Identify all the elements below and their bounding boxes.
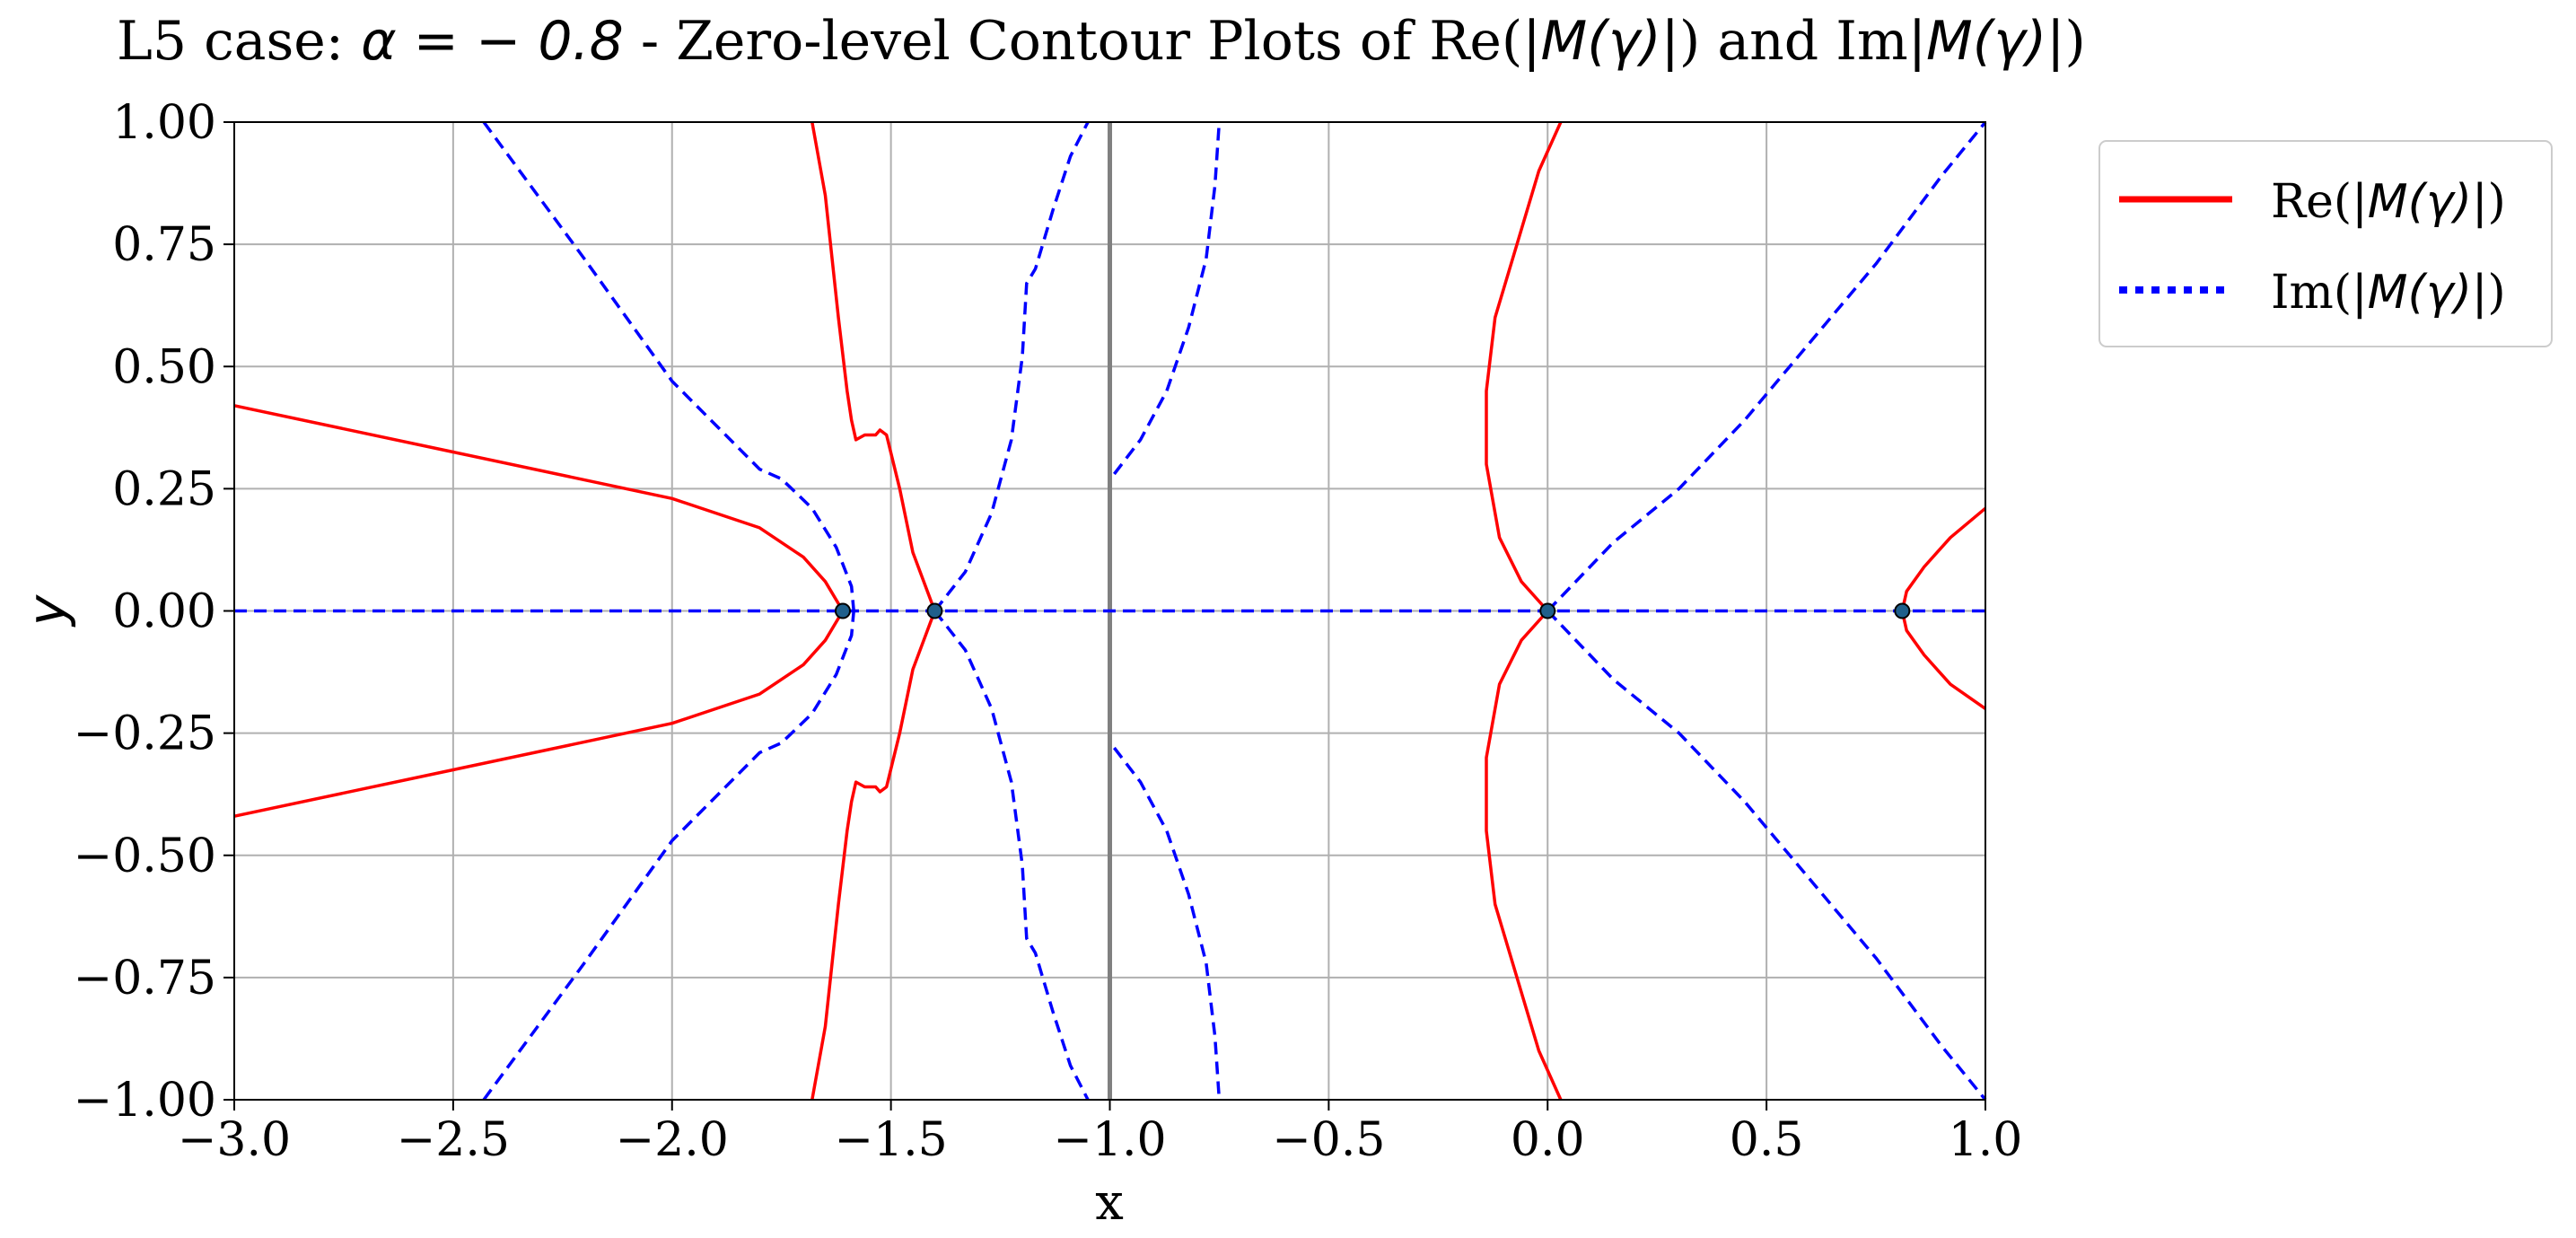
y-tick-label: 1.00	[112, 96, 216, 150]
y-tick-label: −1.00	[74, 1074, 216, 1128]
re-contour-line	[1485, 121, 1563, 612]
root-marker	[1894, 602, 1911, 619]
im-contour-line	[1546, 120, 1987, 612]
y-tick-label: −0.25	[74, 707, 216, 761]
im-contour-line	[1113, 746, 1222, 1101]
y-tick-label: −0.75	[74, 952, 216, 1005]
im-contour-line	[933, 121, 1090, 612]
im-contour-line	[1113, 121, 1222, 476]
title-expr1: |M(γ)|	[1522, 10, 1679, 73]
re-contour-line	[1485, 610, 1563, 1101]
legend: Re(|M(γ)|) Im(|M(γ)|)	[2098, 140, 2553, 347]
x-tick-label: 0.0	[1511, 1113, 1585, 1167]
re-contour-line	[810, 121, 937, 612]
x-tick-label: 0.5	[1730, 1113, 1804, 1167]
legend-box	[2098, 140, 2553, 347]
title-prefix: L5 case:	[117, 10, 361, 73]
im-contour-line	[1546, 610, 1987, 1102]
im-contour-line	[482, 120, 855, 611]
y-tick-label: 0.00	[112, 585, 216, 639]
y-axis-label: y	[16, 594, 77, 628]
x-tick-label: −0.5	[1272, 1113, 1385, 1167]
x-tick-label: −1.5	[834, 1113, 947, 1167]
chart-title: L5 case: α = − 0.8 - Zero-level Contour …	[117, 10, 2086, 73]
x-tick-label: −2.5	[397, 1113, 510, 1167]
x-tick-label: −2.0	[616, 1113, 729, 1167]
plot-area	[233, 120, 1987, 1102]
x-axis-label: x	[1095, 1173, 1124, 1232]
legend-re-label: Re(|M(γ)|)	[2271, 175, 2506, 229]
re-contour-line	[233, 610, 845, 818]
title-expr2: |M(γ)|	[1908, 10, 2065, 73]
x-tick-label: 1.0	[1949, 1113, 2023, 1167]
title-and: ) and Im	[1679, 10, 1908, 73]
root-marker	[834, 602, 851, 619]
y-tick-label: 0.50	[112, 340, 216, 394]
y-tick-label: 0.75	[112, 218, 216, 272]
y-tick-label: −0.50	[74, 830, 216, 883]
root-marker	[1539, 602, 1556, 619]
title-alpha: α = − 0.8	[361, 10, 624, 73]
x-tick-label: −3.0	[178, 1113, 291, 1167]
re-contour-line	[810, 610, 937, 1101]
y-axis-ticks: 1.00 0.75 0.50 0.25 0.00 −0.25 −0.50 −0.75 −1.00	[74, 96, 234, 1128]
root-marker	[926, 602, 943, 619]
x-tick-label: −1.0	[1053, 1113, 1166, 1167]
im-contour-line	[933, 610, 1090, 1101]
y-tick-label: 0.25	[112, 462, 216, 516]
im-contour-line	[482, 610, 855, 1102]
x-axis-ticks: −3.0 −2.5 −2.0 −1.5 −1.0 −0.5 0.0 0.5 1.0	[178, 1100, 2022, 1167]
re-contour-line	[1900, 506, 1987, 710]
title-suffix: )	[2064, 10, 2085, 73]
legend-im-label: Im(|M(γ)|)	[2271, 266, 2506, 320]
re-contour-line	[233, 404, 845, 612]
title-middle: - Zero-level Contour Plots of Re(	[624, 10, 1523, 73]
